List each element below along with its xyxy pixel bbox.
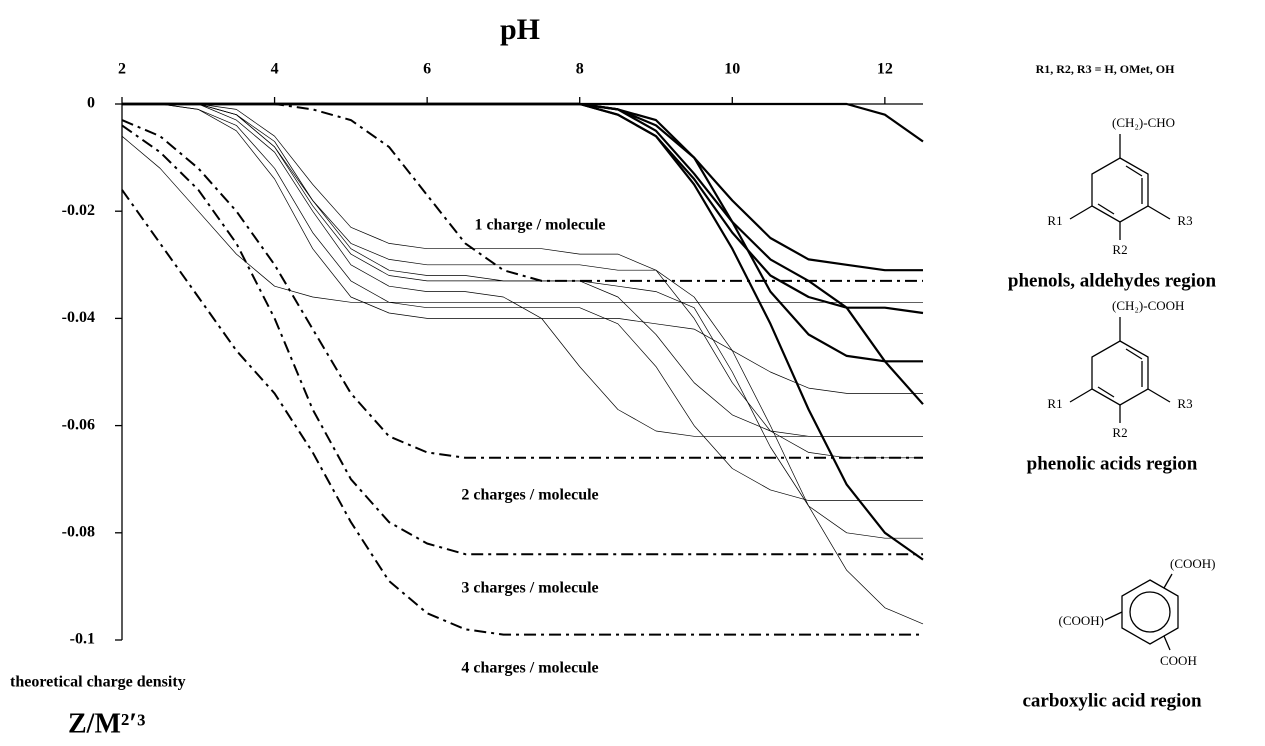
series-line: [121, 135, 923, 303]
series-line: [122, 103, 923, 501]
r-label: R2: [1112, 242, 1127, 257]
bond: [1163, 635, 1171, 651]
series-line: [122, 103, 923, 437]
y-tick-label: -0.04: [62, 309, 95, 326]
bond: [1163, 573, 1173, 589]
series-line: [121, 124, 923, 556]
series-line: [121, 189, 923, 636]
annotation: 2 charges / molecule: [461, 487, 598, 504]
x-tick-label: 4: [271, 61, 279, 78]
series-line: [122, 103, 924, 625]
x-tick-label: 12: [877, 61, 893, 78]
r-label: R1: [1047, 213, 1062, 228]
annotation: 4 charges / molecule: [461, 660, 598, 677]
x-tick-label: 6: [423, 61, 431, 78]
structure: (CH₂)-CHO R1 R2 R3 phenols, aldehydes re…: [1008, 115, 1217, 291]
bond: [1097, 203, 1115, 215]
y-axis-label: theoretical charge density: [10, 674, 186, 691]
structure: (COOH) (COOH) COOH carboxylic acid regio…: [1022, 556, 1215, 711]
bond: [1125, 348, 1143, 360]
annotation: 3 charges / molecule: [461, 580, 598, 597]
y-tick-label: -0.08: [62, 523, 95, 540]
substituent-note: R1, R2, R3 = H, OMet, OH: [1036, 62, 1175, 76]
group-label: (CH₂)-CHO: [1112, 115, 1175, 130]
group-label: (CH₂)-COOH: [1112, 298, 1184, 313]
y-tick-label: -0.02: [62, 202, 95, 219]
series-line: [122, 103, 923, 282]
r-label: R1: [1047, 396, 1062, 411]
series-line: [122, 102, 924, 315]
r-label: R3: [1177, 213, 1192, 228]
structure: (CH₂)-COOH R1 R2 R3 phenolic acids regio…: [1027, 298, 1198, 474]
bond: [1125, 165, 1143, 177]
structure-caption: phenols, aldehydes region: [1008, 270, 1217, 291]
ring: [1121, 579, 1179, 645]
bond: [1069, 388, 1093, 403]
x-tick-label: 2: [118, 61, 126, 78]
series-line: [122, 103, 923, 459]
ring-circle: [1129, 591, 1171, 633]
r-label: R3: [1177, 396, 1192, 411]
r-label: R2: [1112, 425, 1127, 440]
y-axis-unit: Z/M²′³: [68, 708, 146, 739]
bond: [1097, 386, 1115, 398]
y-tick-label: -0.1: [70, 631, 95, 648]
series-line: [122, 103, 923, 437]
group-label: (COOH): [1170, 556, 1216, 571]
x-tick-label: 8: [576, 61, 584, 78]
structure-caption: phenolic acids region: [1027, 453, 1198, 474]
series-line: [121, 119, 923, 459]
series-line: [122, 103, 923, 539]
bond: [1104, 611, 1123, 621]
annotation: 1 charge / molecule: [474, 217, 605, 234]
group-label: COOH: [1160, 653, 1197, 668]
bond: [1147, 388, 1171, 403]
chart-title: pH: [500, 13, 540, 46]
series-line: [122, 102, 923, 272]
series-line: [122, 103, 923, 394]
structure-caption: carboxylic acid region: [1022, 690, 1202, 711]
series-line: [122, 102, 924, 143]
bond: [1069, 205, 1093, 220]
x-tick-label: 10: [724, 61, 740, 78]
group-label: (COOH): [1059, 613, 1105, 628]
y-tick-label: -0.06: [62, 416, 95, 433]
ring: [1091, 157, 1149, 223]
y-tick-label: 0: [87, 95, 95, 112]
ring: [1091, 340, 1149, 406]
bond: [1147, 205, 1171, 220]
